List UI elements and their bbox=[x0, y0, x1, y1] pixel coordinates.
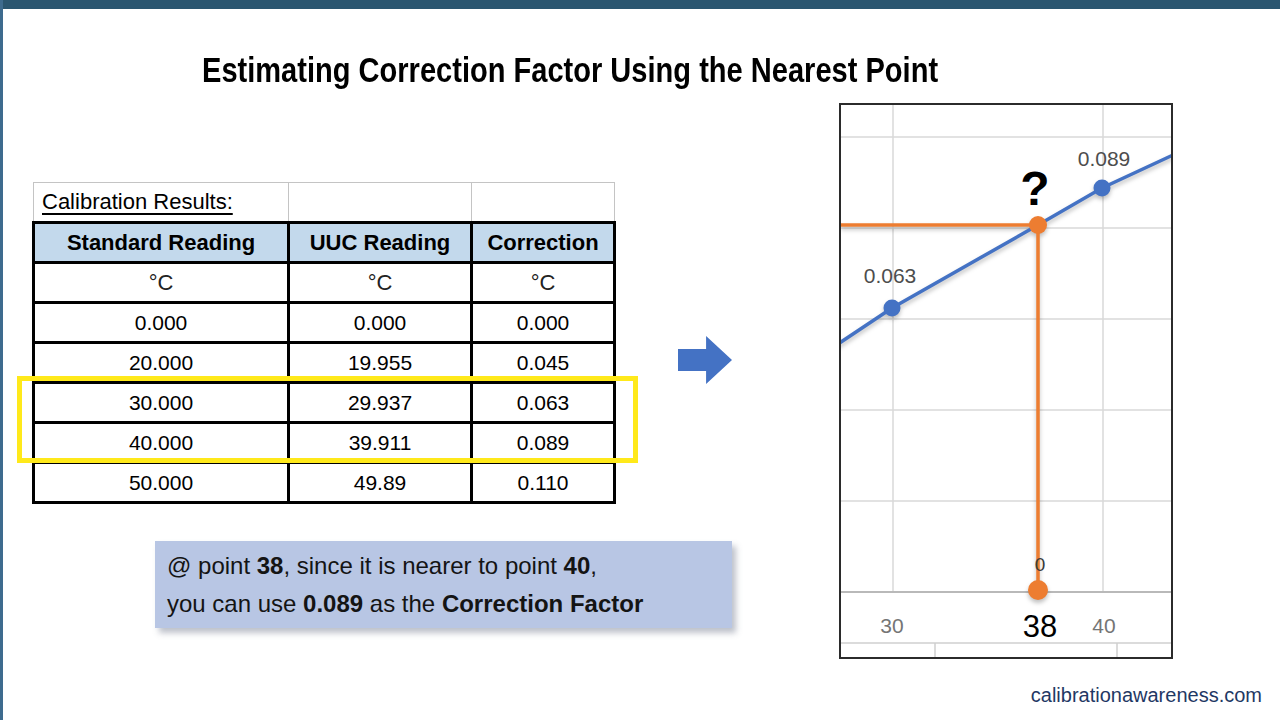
unit-cell: °C bbox=[472, 263, 615, 303]
spreadsheet-edge-lines bbox=[841, 643, 1171, 657]
cell-correction: 0.000 bbox=[472, 303, 615, 343]
x-tick-38: 38 bbox=[1023, 609, 1057, 644]
note-line-1: @ point 38, since it is nearer to point … bbox=[167, 547, 732, 585]
empty-cell bbox=[472, 183, 615, 223]
table-caption-cell: Calibration Results: bbox=[34, 183, 289, 223]
chart-canvas: 0.063 0.089 ? 0 30 38 40 bbox=[841, 105, 1171, 657]
left-border-bar bbox=[0, 0, 3, 720]
table-row: 50.000 49.89 0.110 bbox=[34, 463, 615, 503]
x-tick-30: 30 bbox=[880, 614, 903, 637]
table-caption: Calibration Results: bbox=[42, 189, 233, 214]
axis-point-38 bbox=[1028, 580, 1048, 600]
yellow-highlight-box bbox=[17, 376, 638, 463]
page-title: Estimating Correction Factor Using the N… bbox=[202, 50, 938, 90]
empty-cell bbox=[289, 183, 472, 223]
cell-uuc: 0.000 bbox=[289, 303, 472, 343]
estimated-point-38 bbox=[1029, 216, 1047, 234]
note-line-2: you can use 0.089 as the Correction Fact… bbox=[167, 585, 732, 623]
zero-label: 0 bbox=[1035, 554, 1046, 575]
table-row: 0.000 0.000 0.000 bbox=[34, 303, 615, 343]
table-header-row: Standard Reading UUC Reading Correction bbox=[34, 223, 615, 263]
cell-correction: 0.110 bbox=[472, 463, 615, 503]
data-point-30 bbox=[884, 300, 901, 317]
point-label-0089: 0.089 bbox=[1078, 147, 1131, 170]
unit-cell: °C bbox=[34, 263, 289, 303]
cell-uuc: 49.89 bbox=[289, 463, 472, 503]
slide: Estimating Correction Factor Using the N… bbox=[0, 0, 1280, 720]
unit-cell: °C bbox=[289, 263, 472, 303]
data-point-40 bbox=[1094, 180, 1111, 197]
cell-standard: 50.000 bbox=[34, 463, 289, 503]
explanation-note: @ point 38, since it is nearer to point … bbox=[155, 541, 732, 628]
right-arrow-icon bbox=[678, 336, 732, 384]
top-border-bar bbox=[0, 0, 1280, 9]
column-header-standard-reading: Standard Reading bbox=[34, 223, 289, 263]
cell-standard: 0.000 bbox=[34, 303, 289, 343]
x-tick-40: 40 bbox=[1092, 614, 1115, 637]
table-units-row: °C °C °C bbox=[34, 263, 615, 303]
watermark-text: calibrationawareness.com bbox=[1031, 684, 1262, 707]
column-header-correction: Correction bbox=[472, 223, 615, 263]
correction-chart: 0.063 0.089 ? 0 30 38 40 bbox=[839, 103, 1173, 659]
table-caption-row: Calibration Results: bbox=[34, 183, 615, 223]
question-mark-label: ? bbox=[1020, 162, 1049, 215]
column-header-uuc-reading: UUC Reading bbox=[289, 223, 472, 263]
point-label-0063: 0.063 bbox=[864, 264, 917, 287]
